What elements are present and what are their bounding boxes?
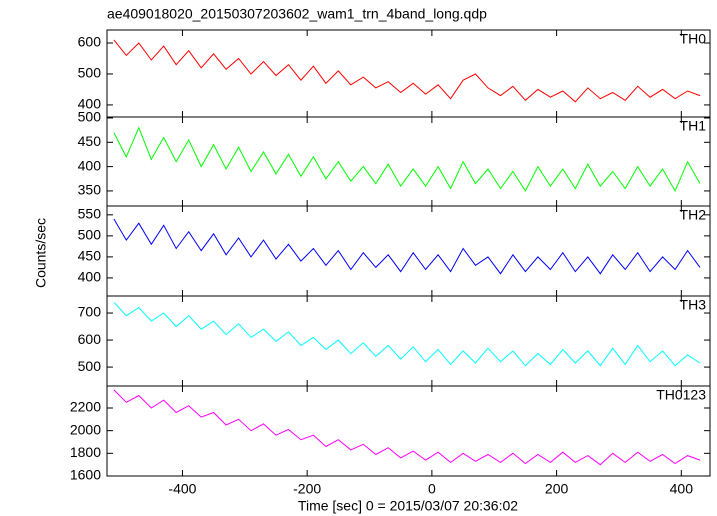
panel-label: TH2: [680, 207, 707, 223]
series-line: [113, 389, 701, 466]
y-tick-label: 500: [78, 227, 102, 243]
y-tick-label: 1800: [70, 444, 101, 460]
y-tick-label: 500: [78, 358, 102, 374]
panel-label: TH0: [680, 31, 707, 47]
panel-frame: [106, 29, 711, 118]
y-tick-label: 2000: [70, 421, 101, 437]
chart-title: ae409018020_20150307203602_wam1_trn_4ban…: [107, 6, 487, 22]
y-tick-label: 500: [78, 65, 102, 81]
y-tick-label: 400: [78, 157, 102, 173]
panel-label: TH0123: [656, 387, 706, 403]
series-line: [113, 126, 701, 193]
panel-frame: [106, 205, 711, 297]
y-tick-label: 700: [78, 304, 102, 320]
y-tick-label: 400: [78, 269, 102, 285]
x-tick-label: 200: [545, 481, 569, 497]
x-tick-label: -400: [168, 481, 196, 497]
y-tick-label: 400: [78, 96, 102, 112]
series-line: [113, 218, 701, 275]
x-axis-label: Time [sec] 0 = 2015/03/07 20:36:02: [298, 498, 518, 514]
y-tick-label: 450: [78, 248, 102, 264]
y-tick-label: 2200: [70, 399, 101, 415]
x-tick-label: 0: [428, 481, 436, 497]
panel-frame: [106, 385, 711, 477]
panel-label: TH1: [680, 118, 707, 134]
panel-frame: [106, 295, 711, 387]
y-tick-label: 350: [78, 182, 102, 198]
y-tick-label: 450: [78, 133, 102, 149]
panel-frame: [106, 116, 711, 207]
y-tick-label: 600: [78, 331, 102, 347]
y-axis-label: Counts/sec: [33, 218, 49, 288]
panel-label: TH3: [680, 297, 707, 313]
y-tick-label: 600: [78, 34, 102, 50]
y-tick-label: 550: [78, 206, 102, 222]
y-tick-label: 500: [78, 109, 102, 125]
series-line: [113, 39, 701, 103]
x-tick-label: 400: [670, 481, 694, 497]
x-tick-label: -200: [293, 481, 321, 497]
y-tick-label: 1600: [70, 467, 101, 483]
series-line: [113, 301, 701, 367]
